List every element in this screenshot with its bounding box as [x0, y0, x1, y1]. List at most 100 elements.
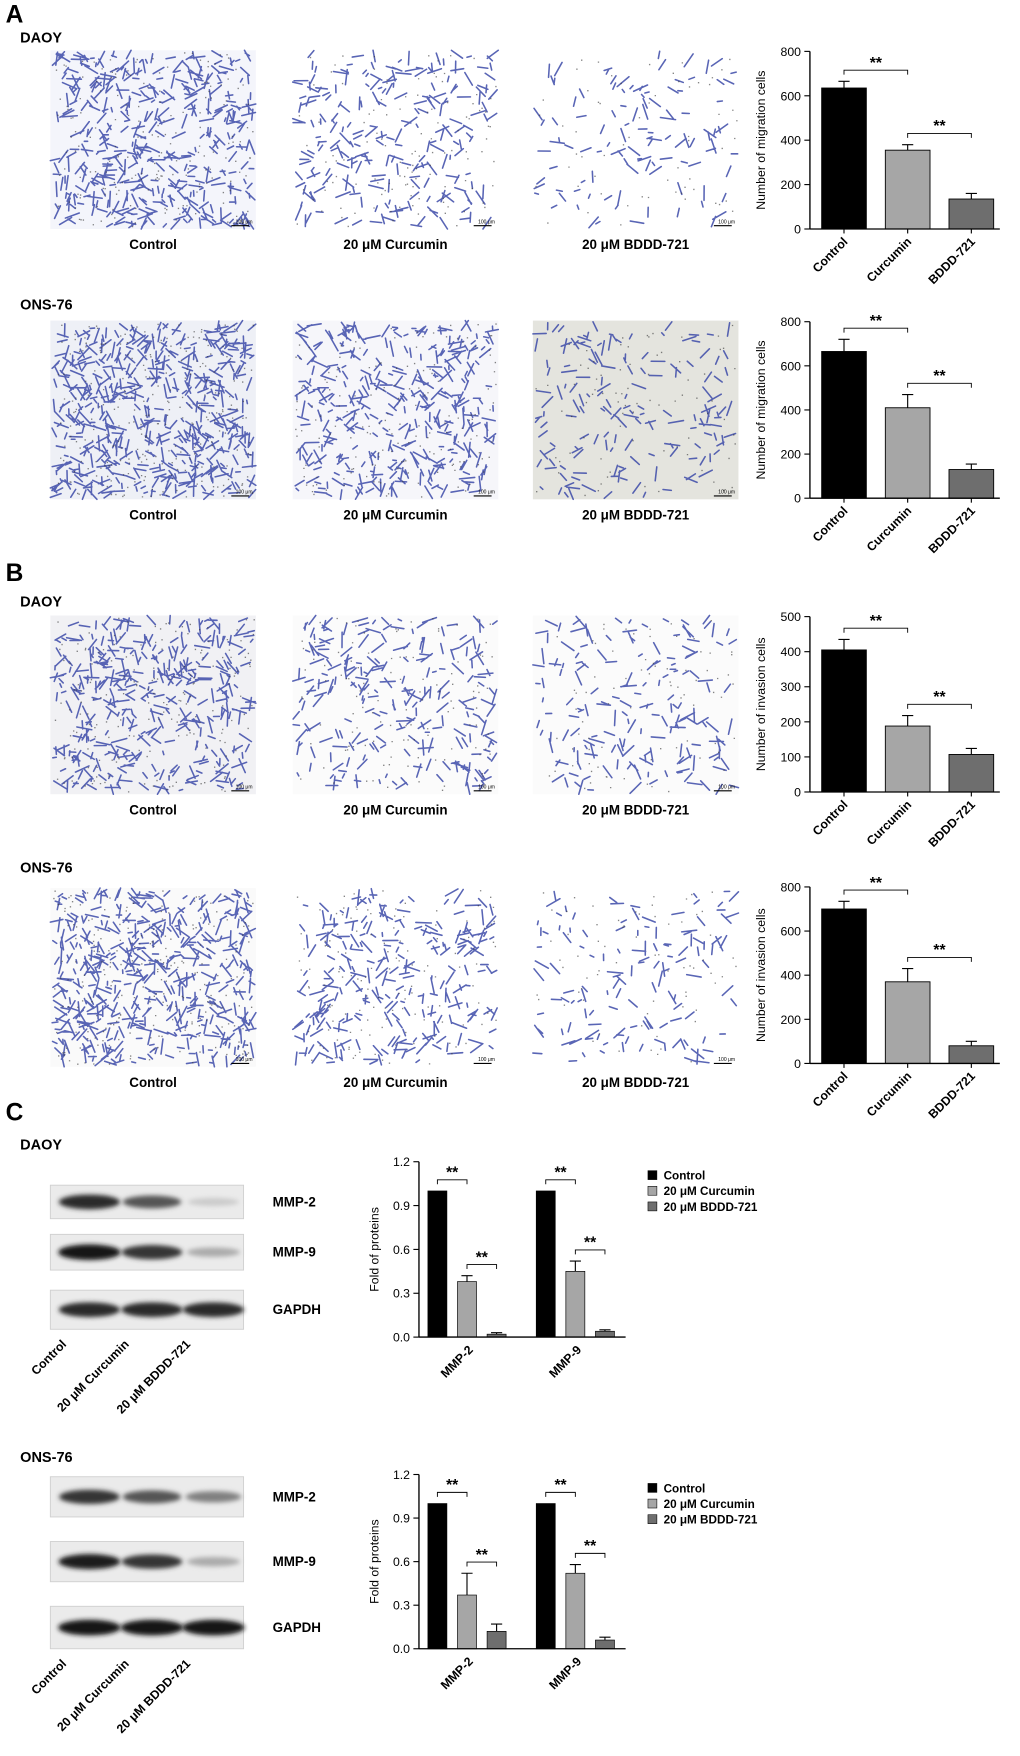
micrograph [532, 50, 739, 229]
micrograph [50, 50, 256, 229]
lane-label: Control [28, 1657, 69, 1698]
y-tick-label: 800 [781, 880, 802, 894]
y-tick-label: 200 [781, 715, 802, 729]
legend-swatch [647, 1514, 658, 1524]
legend-swatch [647, 1170, 658, 1180]
x-tick-label: Curcumin [864, 504, 914, 554]
significance-bracket [843, 627, 909, 633]
band-label: MMP-9 [273, 1245, 316, 1260]
significance-bracket [466, 1561, 498, 1567]
significance-bracket [843, 889, 909, 895]
legend-label: 20 μM Curcumin [664, 1185, 755, 1198]
pore-dots [54, 617, 255, 793]
band-label: GAPDH [273, 1620, 321, 1635]
x-tick-label: Curcumin [864, 798, 914, 848]
y-tick-label: 0.3 [393, 1287, 410, 1301]
legend-label: 20 μM Curcumin [664, 1498, 755, 1511]
x-tick-label: Control [810, 235, 851, 276]
x-tick-label: BDDD-721 [926, 504, 978, 556]
bar [595, 1639, 615, 1650]
y-axis-title: Number of invasion cells [754, 637, 768, 771]
y-tick-label: 400 [781, 403, 802, 417]
blot-band [182, 1619, 245, 1636]
x-tick-label: MMP-9 [546, 1343, 584, 1381]
significance-label: ** [933, 368, 946, 385]
y-tick-label: 0 [794, 785, 801, 799]
significance-label: ** [933, 942, 946, 959]
error-bar [965, 463, 977, 470]
image-caption: 20 μM BDDD-721 [582, 802, 690, 817]
band-label: GAPDH [273, 1302, 321, 1317]
scale-bar-label: 100 μm [478, 219, 495, 225]
pore-dots [55, 52, 254, 228]
cell-strokes [291, 614, 498, 796]
micrograph [292, 888, 499, 1067]
bar [948, 1045, 995, 1064]
cell-line-label: ONS-76 [20, 860, 72, 876]
x-tick-label: BDDD-721 [926, 1069, 978, 1121]
y-tick-label: 1.2 [393, 1468, 410, 1482]
y-tick-label: 0 [794, 492, 801, 506]
blot-band [187, 1197, 240, 1206]
y-tick-label: 500 [781, 610, 802, 624]
error-bar [838, 638, 850, 650]
micrograph [532, 888, 739, 1067]
cell-strokes [533, 50, 739, 229]
error-bar [599, 1329, 611, 1332]
legend-label: Control [664, 1482, 706, 1495]
significance-label: ** [476, 1249, 489, 1266]
significance-bracket [907, 133, 972, 138]
image-caption: Control [129, 1075, 177, 1090]
significance-label: ** [554, 1165, 567, 1182]
y-tick-label: 400 [781, 645, 802, 659]
bar [884, 725, 931, 793]
blot-band [121, 1302, 183, 1318]
legend-label: 20 μM BDDD-721 [664, 1514, 758, 1527]
error-bar [902, 714, 914, 727]
error-bar [569, 1260, 581, 1272]
pore-dots [548, 619, 735, 793]
significance-bracket [907, 382, 972, 388]
y-tick-label: 0.0 [393, 1642, 410, 1656]
significance-label: ** [584, 1538, 597, 1555]
pore-dots [57, 323, 254, 498]
x-tick-label: BDDD-721 [926, 234, 978, 286]
y-tick-label: 0.0 [393, 1331, 410, 1345]
legend-label: 20 μM BDDD-721 [664, 1201, 758, 1214]
blot-band [185, 1491, 242, 1503]
panel-label: A [6, 1, 24, 28]
significance-label: ** [476, 1547, 489, 1564]
cell-strokes [532, 614, 740, 796]
significance-label: ** [870, 313, 883, 330]
bar [565, 1572, 586, 1650]
blot-band [121, 1554, 183, 1569]
image-caption: 20 μM Curcumin [343, 1075, 447, 1090]
image-caption: 20 μM Curcumin [343, 802, 447, 817]
significance-label: ** [933, 689, 946, 706]
y-tick-label: 600 [781, 359, 802, 373]
pore-dots [296, 55, 497, 228]
cell-line-label: DAOY [20, 595, 62, 611]
y-tick-label: 600 [781, 89, 802, 103]
significance-label: ** [870, 875, 883, 892]
cell-line-label: ONS-76 [20, 297, 72, 313]
image-caption: Control [129, 507, 177, 522]
lane-label: Control [28, 1337, 69, 1378]
legend-swatch [647, 1483, 658, 1493]
cell-line-label: ONS-76 [20, 1450, 72, 1466]
micrograph [532, 320, 739, 500]
bar [595, 1330, 615, 1338]
error-bar [902, 393, 914, 408]
error-bar [902, 144, 914, 151]
error-bar [965, 192, 977, 200]
bar [884, 149, 931, 230]
bar [565, 1271, 586, 1338]
band-label: MMP-9 [273, 1554, 316, 1569]
scale-bar-label: 100 μm [478, 490, 495, 496]
y-tick-label: 0 [794, 222, 801, 236]
significance-label: ** [933, 118, 946, 135]
x-tick-label: BDDD-721 [926, 797, 978, 849]
significance-bracket [436, 1179, 468, 1185]
error-bar [965, 747, 977, 755]
